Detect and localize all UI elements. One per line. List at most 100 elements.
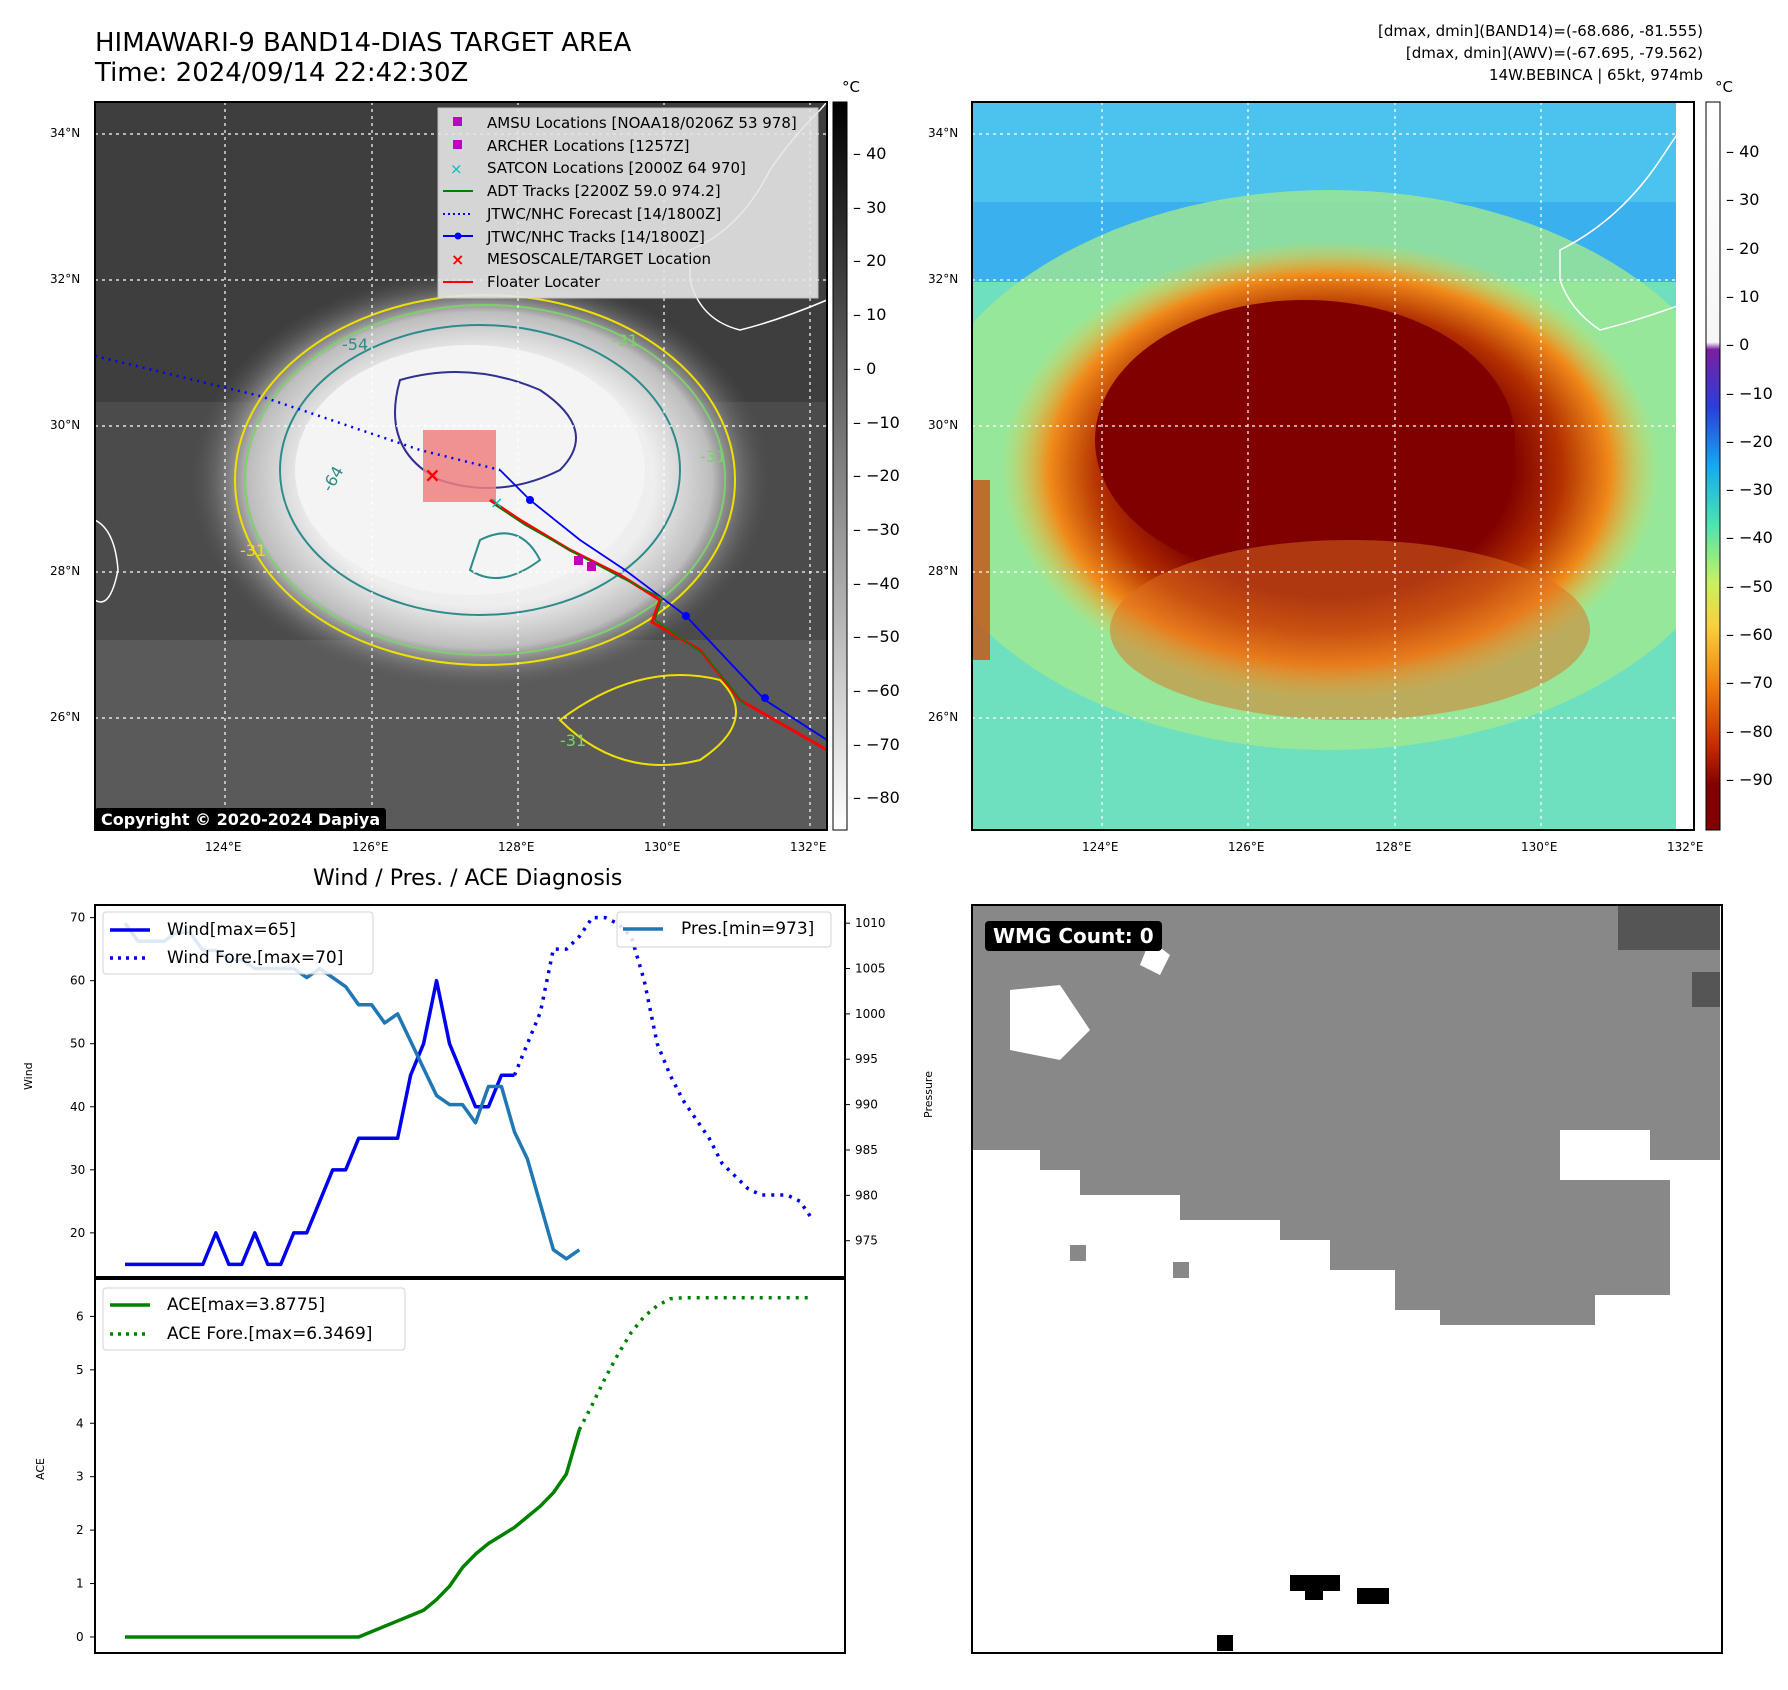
- lat-label: 26°N: [50, 710, 81, 724]
- gray-colorbar-tick: – −40: [853, 573, 900, 593]
- gray-colorbar: [832, 101, 848, 831]
- archer-marker: [587, 562, 596, 571]
- pressure-tick-label: 985: [855, 1143, 878, 1157]
- gray-colorbar-tick: – 40: [853, 144, 887, 163]
- series-line-wind-max-: [125, 978, 515, 1267]
- color-colorbar-tick: – −20: [1726, 431, 1773, 451]
- satcon-marker: ×: [490, 493, 503, 512]
- gray-colorbar-tick: – 30: [853, 197, 887, 217]
- wind-tick-label: 40: [70, 1100, 85, 1114]
- contour-label: -31: [700, 447, 726, 466]
- gray-colorbar-tick: – −10: [853, 412, 900, 432]
- adt-track: [494, 504, 746, 706]
- color-colorbar-tick: – −60: [1726, 625, 1773, 644]
- jtwc-forecast-track: [95, 354, 501, 472]
- legend-label: MESOSCALE/TARGET Location: [487, 250, 712, 269]
- ace-fore-legend-label: ACE Fore.[max=6.3469]: [167, 1324, 373, 1344]
- legend-label: JTWC/NHC Tracks [14/1800Z]: [487, 227, 705, 246]
- wind-legend: [102, 911, 374, 975]
- gray-colorbar-tick: – −20: [853, 466, 900, 486]
- pressure-tick-label: 980: [855, 1188, 878, 1202]
- figure-title: HIMAWARI-9 BAND14-DIAS TARGET AREA: [95, 28, 632, 58]
- figure-time: Time: 2024/09/14 22:42:30Z: [95, 58, 469, 88]
- dmax-band14: [dmax, dmin](BAND14)=(-68.686, -81.555): [1378, 22, 1703, 40]
- wind-tick-label: 60: [70, 974, 85, 988]
- contour-label: -31: [560, 731, 586, 750]
- lat-label: 30°N: [928, 418, 959, 432]
- ace-tick-label: 6: [76, 1309, 84, 1323]
- ace-tick-label: 4: [76, 1416, 84, 1430]
- target-area-box: [423, 430, 496, 502]
- storm-info: 14W.BEBINCA | 65kt, 974mb: [1489, 66, 1703, 84]
- pressure-tick-label: 1005: [855, 962, 886, 976]
- color-colorbar-tick: – 10: [1726, 286, 1760, 306]
- lon-label: 132°E: [790, 840, 827, 854]
- color-colorbar-tick: – 0: [1726, 335, 1750, 355]
- pressure-tick-label: 1010: [855, 916, 886, 930]
- color-colorbar-tick: – 20: [1726, 238, 1760, 258]
- wind-axis-label: Wind: [22, 1062, 35, 1090]
- gray-colorbar-tick: – 0: [853, 358, 877, 378]
- lon-label: 124°E: [205, 840, 242, 854]
- gray-colorbar-tick: – 10: [853, 305, 887, 325]
- ace-legend-label: ACE[max=3.8775]: [167, 1295, 325, 1315]
- color-colorbar: [1705, 101, 1721, 831]
- gray-colorbar-tick: – −30: [853, 519, 900, 539]
- color-colorbar-tick: – 40: [1726, 142, 1760, 161]
- diagnosis-title: Wind / Pres. / ACE Diagnosis: [313, 866, 623, 891]
- gray-colorbar-tick: – 20: [853, 251, 887, 271]
- gray-colorbar-unit: °C: [842, 78, 860, 96]
- wind-tick-label: 50: [70, 1037, 85, 1051]
- color-colorbar-unit: °C: [1715, 78, 1733, 96]
- lat-label: 32°N: [50, 272, 81, 286]
- floater-track: [489, 498, 827, 752]
- lon-label: 126°E: [1228, 840, 1265, 854]
- ace-tick-label: 1: [76, 1577, 84, 1591]
- map-legend-labels: AMSU Locations [NOAA18/0206Z 53 978] ARC…: [487, 112, 797, 294]
- ace-legend: [102, 1287, 406, 1351]
- color-colorbar-tick: – −30: [1726, 480, 1773, 500]
- ace-tick-label: 3: [76, 1470, 84, 1484]
- target-marker: ×: [424, 463, 441, 487]
- lon-label: 130°E: [644, 840, 681, 854]
- legend-label: ARCHER Locations [1257Z]: [487, 136, 690, 155]
- wind-tick-label: 20: [70, 1226, 85, 1240]
- wmg-panel: [971, 904, 1723, 1654]
- lon-label: 132°E: [1667, 840, 1704, 854]
- legend-label: SATCON Locations [2000Z 64 970]: [487, 159, 746, 178]
- wind-pressure-panel: [94, 904, 846, 1278]
- wind-tick-label: 70: [70, 911, 85, 925]
- ir-color-map: [972, 102, 1694, 830]
- wind-fore-legend-label: Wind Fore.[max=70]: [167, 948, 344, 968]
- lat-label: 28°N: [928, 564, 959, 578]
- color-colorbar-tick: – −80: [1726, 721, 1773, 741]
- color-colorbar-tick: – 30: [1726, 190, 1760, 210]
- series-line-ace-max-: [125, 1429, 582, 1639]
- ace-panel: [94, 1278, 846, 1654]
- wmg-count-badge: WMG Count: 0: [985, 921, 1162, 951]
- contour-label: -54: [342, 335, 368, 354]
- series-line-ace-fore-max-: [577, 1295, 813, 1431]
- ace-tick-label: 2: [76, 1523, 84, 1537]
- color-colorbar-tick: – −50: [1726, 576, 1773, 596]
- gray-colorbar-tick: – −80: [853, 788, 900, 808]
- lat-label: 32°N: [928, 272, 959, 286]
- ir-gray-map: × × -54 -31 -64 -31 -31 -31: [95, 102, 827, 830]
- lat-label: 26°N: [928, 710, 959, 724]
- lon-label: 124°E: [1082, 840, 1119, 854]
- pressure-tick-label: 1000: [855, 1007, 886, 1021]
- lon-label: 126°E: [352, 840, 389, 854]
- svg-text:×: ×: [451, 250, 464, 269]
- lat-label: 34°N: [50, 126, 81, 140]
- lat-label: 30°N: [50, 418, 81, 432]
- lon-label: 128°E: [498, 840, 535, 854]
- map-legend: × ×: [437, 107, 819, 299]
- pres-legend-label: Pres.[min=973]: [681, 919, 815, 939]
- legend-label: AMSU Locations [NOAA18/0206Z 53 978]: [487, 114, 797, 132]
- series-line-wind-fore-max-: [512, 915, 815, 1222]
- dmax-awv: [dmax, dmin](AWV)=(-67.695, -79.562): [1405, 44, 1703, 62]
- pressure-tick-label: 975: [855, 1234, 878, 1248]
- pressure-tick-label: 995: [855, 1052, 878, 1066]
- legend-label: Floater Locater: [487, 272, 601, 291]
